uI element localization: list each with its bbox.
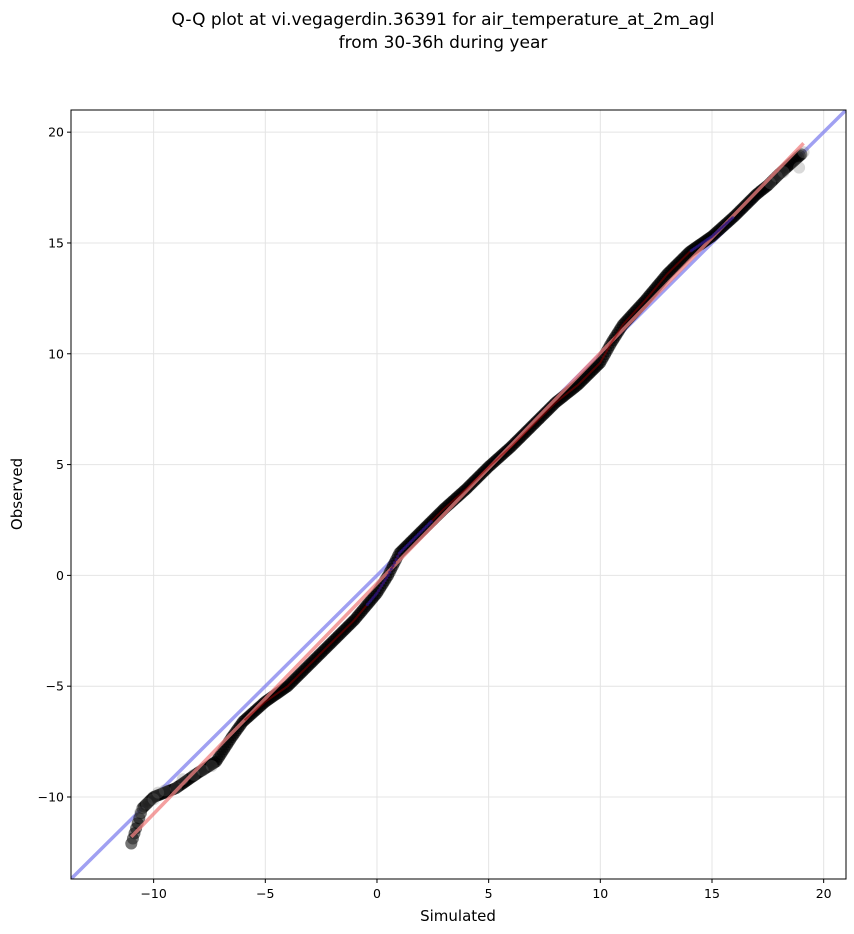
axes-ticks: −10 −5 0 5 10 15 20 −10 −5 0 5 10 15 20 xyxy=(38,125,832,901)
quantile-core-dot xyxy=(378,586,382,590)
y-tick-label: 0 xyxy=(56,568,64,583)
chart-title-line-1: Q-Q plot at vi.vegagerdin.36391 for air_… xyxy=(171,10,714,30)
plot-frame xyxy=(70,109,847,880)
x-tick-label: 5 xyxy=(485,886,493,901)
y-tick-label: 15 xyxy=(48,235,64,250)
quantile-core-dot xyxy=(394,557,398,562)
y-tick-label: 5 xyxy=(56,457,64,472)
outlier-point xyxy=(793,161,806,174)
outlier-point xyxy=(152,786,165,799)
x-axis-label: Simulated xyxy=(420,907,496,925)
x-tick-label: 10 xyxy=(592,886,608,901)
y-tick-label: 10 xyxy=(48,346,64,361)
x-tick-label: 0 xyxy=(373,886,381,901)
quantile-core-dot xyxy=(392,561,397,565)
quantile-point xyxy=(795,148,808,161)
fit-line xyxy=(130,142,805,839)
quantile-core-dot xyxy=(389,567,393,571)
plot-area xyxy=(71,110,846,879)
quantile-core-dot xyxy=(731,216,735,220)
x-tick-label: −5 xyxy=(256,886,274,901)
quantile-core-dot xyxy=(381,581,385,585)
y-tick-label: −10 xyxy=(38,790,64,805)
quantile-core-trace xyxy=(243,217,734,721)
outlier-point xyxy=(134,806,147,819)
outlier-point xyxy=(169,782,182,795)
quantile-core-dot xyxy=(396,554,400,558)
quantile-points xyxy=(125,146,810,850)
outlier-point xyxy=(125,837,138,850)
outlier-point xyxy=(205,759,218,772)
quantile-core-dot xyxy=(429,519,433,524)
outlier-point xyxy=(158,784,171,797)
quantile-core-dot xyxy=(388,570,392,574)
quantile-core-dot xyxy=(384,576,389,580)
y-tick-label: 20 xyxy=(48,125,64,140)
x-tick-label: 20 xyxy=(816,886,832,901)
outlier-point xyxy=(140,797,153,810)
y-tick-label: −5 xyxy=(46,679,64,694)
x-tick-label: −10 xyxy=(140,886,166,901)
x-tick-label: 15 xyxy=(704,886,720,901)
outlier-point xyxy=(797,146,810,159)
quantile-core-dot xyxy=(375,591,379,595)
quantile-core-dot xyxy=(376,588,381,593)
y-axis-label: Observed xyxy=(8,458,26,530)
quantile-core-dot xyxy=(383,578,387,583)
quantile-core-dot xyxy=(380,583,384,588)
quantile-core-dot xyxy=(391,564,395,568)
chart-title-line-2: from 30-36h during year xyxy=(339,33,548,53)
quantile-core-dot xyxy=(386,573,390,577)
outlier-point xyxy=(147,793,160,806)
